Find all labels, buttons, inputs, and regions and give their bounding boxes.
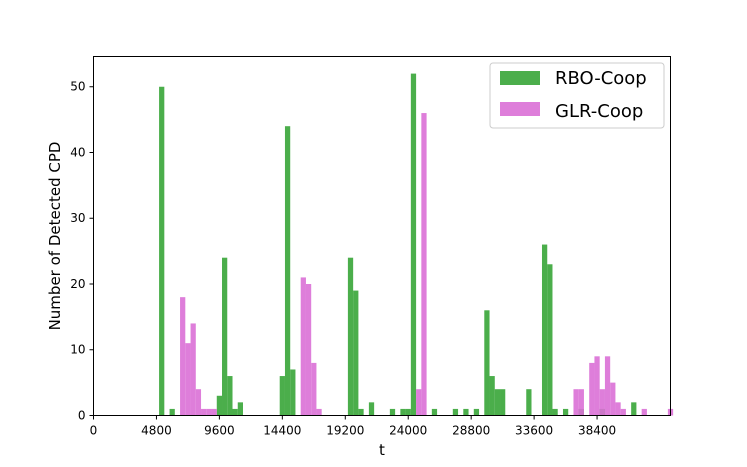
x-axis: 0 4800 9600 14400 19200 24000 28800 33600 38400: [90, 415, 616, 438]
x-axis-label: t: [379, 441, 385, 459]
bar-rbo-coop-3: [222, 257, 228, 416]
bar-rbo-coop-6: [237, 402, 243, 416]
bar-rbo-coop-15: [400, 408, 406, 416]
bar-glr-coop-21: [620, 408, 626, 416]
y-tick-label-0: 0: [78, 409, 86, 423]
bar-rbo-coop-28: [547, 264, 553, 416]
bar-rbo-coop-12: [358, 408, 364, 416]
x-tick-label-7: 33600: [515, 424, 553, 438]
bar-glr-coop-15: [589, 362, 595, 416]
bar-glr-coop-7: [300, 277, 306, 416]
x-tick-label-1: 4800: [141, 424, 172, 438]
x-tick-label-3: 14400: [263, 424, 301, 438]
bar-rbo-coop-22: [484, 310, 490, 416]
y-tick-label-4: 40: [70, 145, 85, 159]
bar-rbo-coop-21: [473, 408, 480, 416]
bar-glr-coop-16: [594, 356, 600, 416]
bar-glr-coop-5: [206, 408, 212, 416]
bar-rbo-coop-24: [494, 389, 501, 416]
bar-rbo-coop-18: [431, 408, 438, 416]
bar-rbo-coop-27: [541, 244, 548, 416]
bar-glr-coop-11: [416, 389, 422, 416]
bar-rbo-coop-17: [410, 73, 417, 416]
bar-glr-coop-3: [195, 389, 202, 416]
bar-glr-coop-13: [573, 389, 579, 416]
bar-glr-coop-9: [311, 362, 317, 416]
legend-swatch-glr-coop: [500, 102, 540, 116]
bar-glr-coop-19: [610, 382, 616, 416]
x-tick-label-6: 28800: [452, 424, 490, 438]
y-tick-label-5: 50: [70, 80, 85, 94]
bar-rbo-coop-23: [489, 376, 495, 416]
bar-rbo-coop-11: [353, 290, 359, 416]
x-tick-label-4: 19200: [326, 424, 364, 438]
bar-glr-coop-8: [305, 284, 312, 416]
bar-rbo-coop-25: [500, 389, 506, 416]
x-tick-label-8: 38400: [578, 424, 616, 438]
bar-rbo-coop-8: [284, 126, 291, 416]
x-tick-label-2: 9600: [204, 424, 235, 438]
bar-glr-coop-20: [615, 402, 621, 416]
x-tick-label-0: 0: [90, 424, 98, 438]
bar-glr-coop-1: [185, 343, 191, 416]
x-tick-label-5: 24000: [389, 424, 427, 438]
bar-glr-coop-2: [190, 323, 196, 416]
bar-rbo-coop-19: [452, 408, 459, 416]
bar-rbo-coop-16: [405, 408, 411, 416]
bar-rbo-coop-9: [290, 369, 296, 416]
bar-rbo-coop-14: [389, 408, 396, 416]
bar-rbo-coop-2: [216, 395, 223, 416]
bar-rbo-coop-20: [463, 408, 469, 416]
bar-rbo-coop-5: [232, 408, 238, 416]
legend-label-glr-coop: GLR-Coop: [555, 101, 643, 122]
y-axis-label: Number of Detected CPD: [46, 142, 64, 331]
bar-rbo-coop-10: [347, 257, 354, 416]
y-tick-label-3: 30: [70, 211, 85, 225]
y-axis: 0 10 20 30 40 50: [70, 80, 94, 423]
bar-glr-coop-0: [180, 297, 186, 416]
bar-rbo-coop-13: [368, 402, 375, 416]
legend: RBO-Coop GLR-Coop: [489, 62, 665, 129]
y-tick-label-1: 10: [70, 343, 85, 357]
bar-glr-coop-12: [421, 113, 427, 416]
bar-rbo-coop-4: [227, 376, 233, 416]
bar-glr-coop-17: [599, 389, 605, 416]
bars-layer: [159, 73, 674, 416]
bar-rbo-coop-26: [526, 389, 532, 416]
legend-swatch-rbo-coop: [500, 71, 540, 85]
bar-rbo-coop-1: [169, 408, 175, 416]
bar-glr-coop-4: [201, 408, 207, 416]
plot-frame: [93, 56, 671, 416]
bar-glr-coop-6: [211, 408, 217, 416]
legend-label-rbo-coop: RBO-Coop: [555, 68, 647, 89]
bar-glr-coop-22: [641, 408, 647, 416]
bar-glr-coop-18: [604, 356, 611, 416]
bar-glr-coop-10: [316, 408, 322, 416]
bar-rbo-coop-29: [552, 408, 558, 416]
bar-rbo-coop-0: [159, 86, 165, 416]
bar-rbo-coop-7: [279, 376, 285, 416]
bar-rbo-coop-33: [631, 402, 637, 416]
bar-glr-coop-14: [578, 389, 584, 416]
bar-rbo-coop-30: [562, 408, 569, 416]
y-tick-label-2: 20: [70, 277, 85, 291]
